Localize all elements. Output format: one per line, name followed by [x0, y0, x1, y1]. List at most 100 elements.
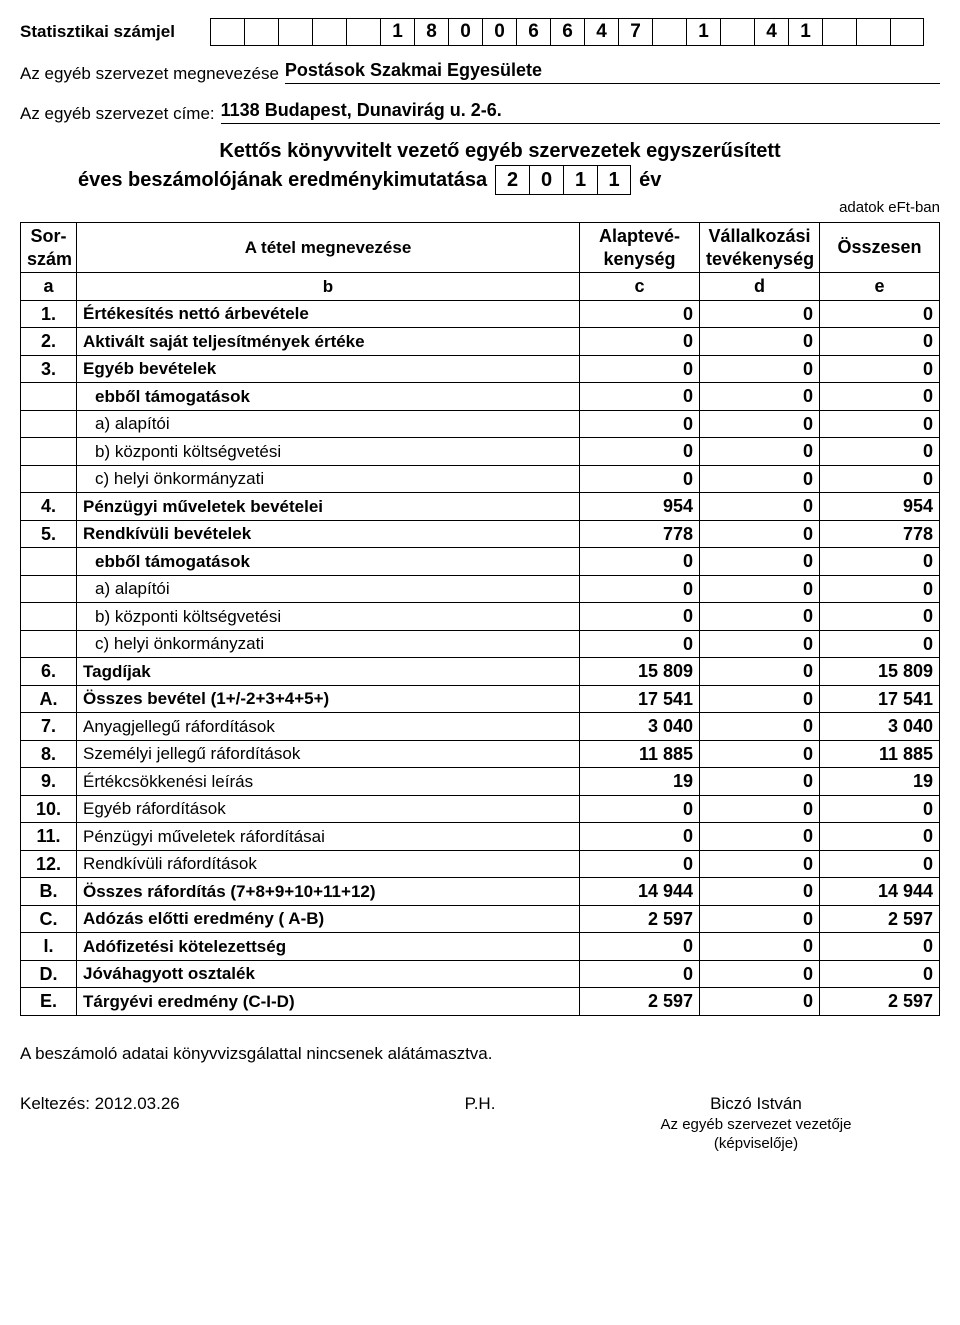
row-name: Értékcsökkenési leírás [77, 768, 580, 796]
row-number: 6. [21, 658, 77, 686]
row-name: Rendkívüli bevételek [77, 520, 580, 548]
stat-digit: 1 [380, 18, 414, 46]
row-value-e: 778 [820, 520, 940, 548]
row-name: Anyagjellegű ráfordítások [77, 713, 580, 741]
table-row: 12.Rendkívüli ráfordítások000 [21, 850, 940, 878]
row-value-c: 0 [580, 603, 700, 631]
row-value-e: 0 [820, 575, 940, 603]
row-number: 11. [21, 823, 77, 851]
row-number [21, 630, 77, 658]
stat-digit: 0 [482, 18, 516, 46]
report-year-suffix: év [639, 169, 661, 192]
stat-digit [822, 18, 856, 46]
row-value-e: 954 [820, 493, 940, 521]
row-value-c: 3 040 [580, 713, 700, 741]
signature-row: Keltezés: 2012.03.26 P.H. Biczó István A… [20, 1094, 940, 1152]
row-value-e: 0 [820, 823, 940, 851]
table-row: 3.Egyéb bevételek000 [21, 355, 940, 383]
row-number: 5. [21, 520, 77, 548]
row-value-e: 0 [820, 328, 940, 356]
row-value-c: 0 [580, 300, 700, 328]
row-value-e: 15 809 [820, 658, 940, 686]
report-title-line2: éves beszámolójának eredménykimutatása 2… [20, 165, 940, 195]
table-row: 4.Pénzügyi műveletek bevételei9540954 [21, 493, 940, 521]
row-value-e: 11 885 [820, 740, 940, 768]
stat-digit: 1 [686, 18, 720, 46]
row-number [21, 575, 77, 603]
row-value-c: 2 597 [580, 905, 700, 933]
row-number: 7. [21, 713, 77, 741]
year-digit: 1 [563, 165, 597, 195]
table-row: 8.Személyi jellegű ráfordítások11 885011… [21, 740, 940, 768]
row-value-c: 0 [580, 328, 700, 356]
row-value-e: 14 944 [820, 878, 940, 906]
th-c2: c [580, 273, 700, 301]
row-name: Személyi jellegű ráfordítások [77, 740, 580, 768]
table-row: 6.Tagdíjak15 809015 809 [21, 658, 940, 686]
row-name: Aktivált saját teljesítmények értéke [77, 328, 580, 356]
audit-note: A beszámoló adatai könyvvizsgálattal nin… [20, 1044, 940, 1064]
row-name: a) alapítói [77, 410, 580, 438]
stat-digit: 4 [584, 18, 618, 46]
stat-digit [890, 18, 924, 46]
row-value-c: 0 [580, 438, 700, 466]
date-block: Keltezés: 2012.03.26 [20, 1094, 388, 1152]
year-digit: 1 [597, 165, 631, 195]
table-row: I.Adófizetési kötelezettség000 [21, 933, 940, 961]
stamp-placeholder: P.H. [388, 1094, 572, 1152]
row-number: 3. [21, 355, 77, 383]
stat-id-label: Statisztikai számjel [20, 22, 210, 42]
signer-title-1: Az egyéb szervezet vezetője [572, 1116, 940, 1133]
row-number [21, 603, 77, 631]
row-value-c: 954 [580, 493, 700, 521]
row-value-d: 0 [700, 410, 820, 438]
report-title-line1: Kettős könyvvitelt vezető egyéb szerveze… [20, 140, 940, 163]
year-digit: 2 [495, 165, 529, 195]
row-name: Egyéb ráfordítások [77, 795, 580, 823]
row-number: 2. [21, 328, 77, 356]
row-number [21, 383, 77, 411]
row-value-c: 0 [580, 850, 700, 878]
row-value-c: 0 [580, 465, 700, 493]
row-name: Pénzügyi műveletek bevételei [77, 493, 580, 521]
signer-block: Biczó István Az egyéb szervezet vezetője… [572, 1094, 940, 1152]
th-e2: e [820, 273, 940, 301]
income-statement-table: Sor- szám A tétel megnevezése Alaptevé- … [20, 222, 940, 1016]
row-name: Összes ráfordítás (7+8+9+10+11+12) [77, 878, 580, 906]
row-name: b) központi költségvetési [77, 438, 580, 466]
th-b2: b [77, 273, 580, 301]
row-value-e: 0 [820, 850, 940, 878]
row-value-d: 0 [700, 740, 820, 768]
stat-digit [312, 18, 346, 46]
year-digit: 0 [529, 165, 563, 195]
table-body: 1.Értékesítés nettó árbevétele0002.Aktiv… [21, 300, 940, 1015]
row-value-d: 0 [700, 933, 820, 961]
org-addr-value: 1138 Budapest, Dunavirág u. 2-6. [221, 100, 940, 124]
row-number [21, 465, 77, 493]
table-row: c) helyi önkormányzati000 [21, 465, 940, 493]
row-value-d: 0 [700, 630, 820, 658]
row-name: b) központi költségvetési [77, 603, 580, 631]
row-value-c: 0 [580, 795, 700, 823]
row-value-e: 0 [820, 300, 940, 328]
row-value-d: 0 [700, 575, 820, 603]
row-value-c: 0 [580, 933, 700, 961]
th-e: Összesen [820, 223, 940, 273]
row-value-c: 0 [580, 548, 700, 576]
table-row: 1.Értékesítés nettó árbevétele000 [21, 300, 940, 328]
row-number: A. [21, 685, 77, 713]
row-value-e: 2 597 [820, 988, 940, 1016]
stat-digit: 8 [414, 18, 448, 46]
row-name: a) alapítói [77, 575, 580, 603]
table-row: E.Tárgyévi eredmény (C-I-D)2 59702 597 [21, 988, 940, 1016]
row-value-e: 0 [820, 383, 940, 411]
row-name: Összes bevétel (1+/-2+3+4+5+) [77, 685, 580, 713]
date-value: 2012.03.26 [95, 1094, 180, 1113]
table-row: 10.Egyéb ráfordítások000 [21, 795, 940, 823]
row-value-d: 0 [700, 795, 820, 823]
footer: A beszámoló adatai könyvvizsgálattal nin… [20, 1044, 940, 1152]
th-c: Alaptevé- kenység [580, 223, 700, 273]
row-value-d: 0 [700, 823, 820, 851]
row-name: Adózás előtti eredmény ( A-B) [77, 905, 580, 933]
row-value-c: 0 [580, 823, 700, 851]
